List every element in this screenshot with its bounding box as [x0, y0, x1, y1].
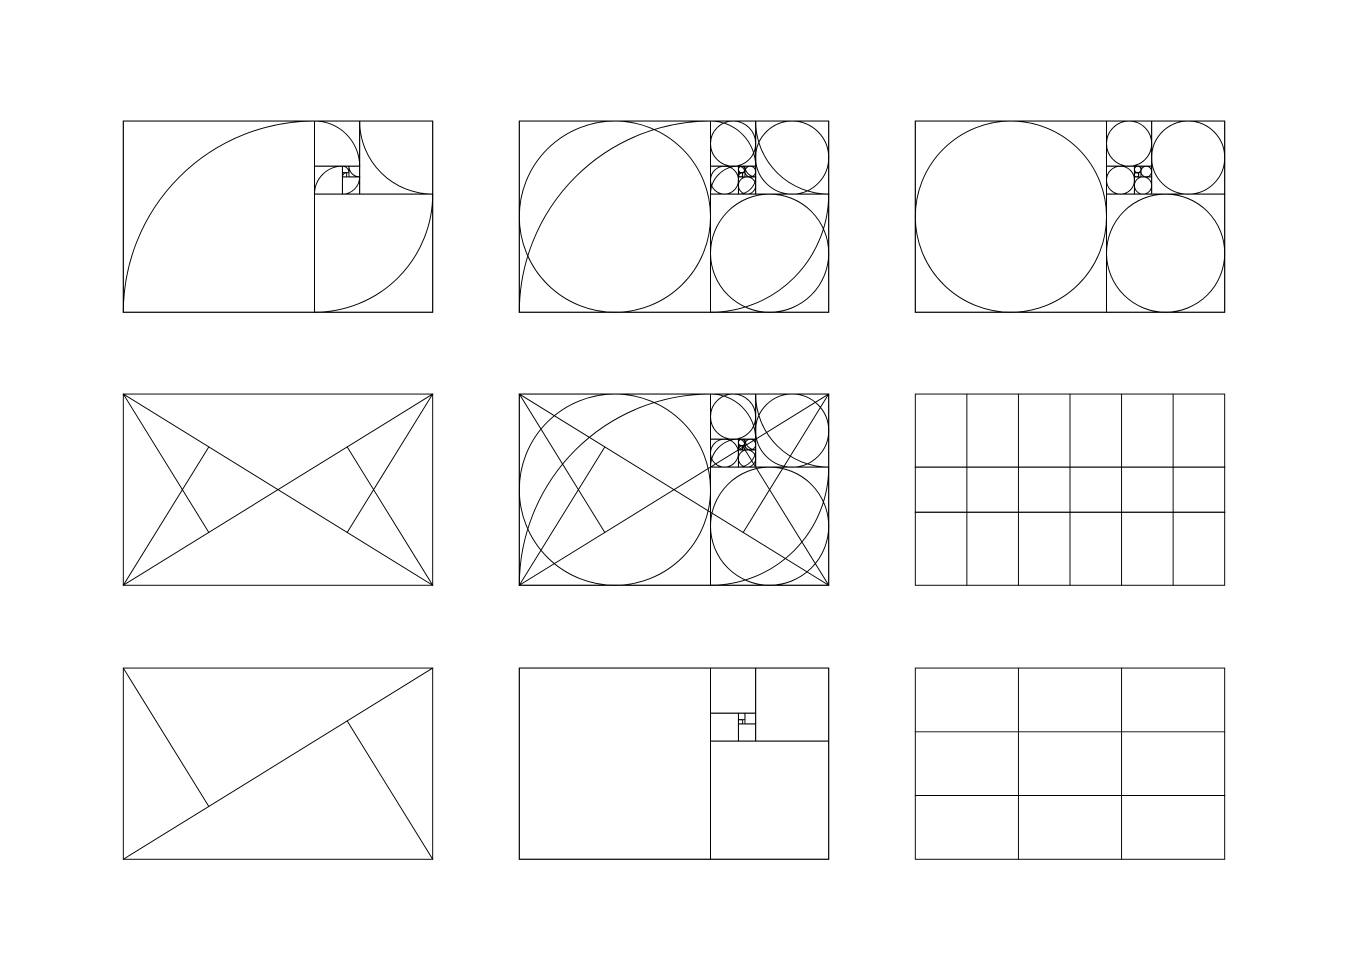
page [0, 0, 1348, 980]
diagram-grid [80, 80, 1268, 900]
panel-golden-sections [476, 627, 872, 900]
panel-golden-triangles [80, 353, 476, 626]
panel-spiral-arcs [80, 80, 476, 353]
panel-spiral-circles-ov [476, 80, 872, 353]
panel-phi-grid [872, 353, 1268, 626]
panel-golden-diagonals [80, 627, 476, 900]
panel-spiral-with-tri [476, 353, 872, 626]
panel-circles-only [872, 80, 1268, 353]
panel-thirds-grid [872, 627, 1268, 900]
